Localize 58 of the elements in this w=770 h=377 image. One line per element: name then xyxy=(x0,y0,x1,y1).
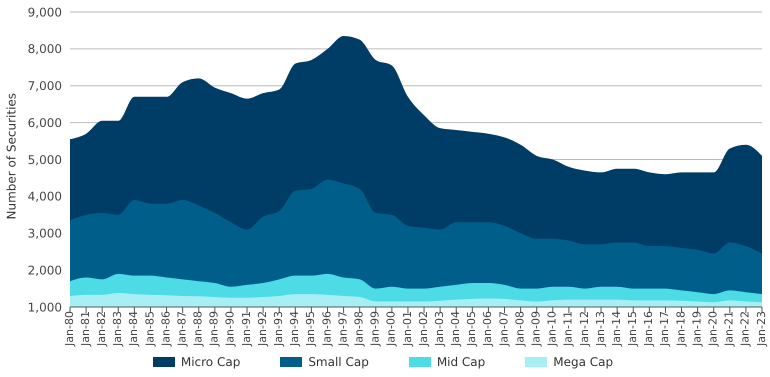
x-tick-label: Jan-21 xyxy=(722,311,736,347)
x-tick-label: Jan-85 xyxy=(143,311,156,347)
x-tick-label: Jan-97 xyxy=(336,311,350,347)
x-tick-label: Jan-00 xyxy=(384,311,398,347)
y-tick-label: 7,000 xyxy=(28,79,62,94)
x-tick-label: Jan-82 xyxy=(94,311,108,347)
x-tick-label: Jan-03 xyxy=(432,311,446,347)
x-tick-label: Jan-81 xyxy=(78,311,92,347)
legend-label: Mega Cap xyxy=(553,355,614,369)
y-tick-label: 9,000 xyxy=(28,5,62,20)
x-tick-label: Jan-20 xyxy=(706,311,720,347)
x-tick-label: Jan-89 xyxy=(208,311,221,347)
x-tick-label: Jan-92 xyxy=(256,311,269,347)
x-tick-label: Jan-15 xyxy=(626,311,640,347)
x-tick-label: Jan-17 xyxy=(658,311,672,347)
y-tick-label: 3,000 xyxy=(28,226,62,241)
x-tick-label: Jan-10 xyxy=(546,311,559,347)
x-tick-label: Jan-98 xyxy=(352,311,366,347)
y-tick-label: 5,000 xyxy=(28,152,62,167)
x-tick-label: Jan-08 xyxy=(513,311,526,347)
x-tick-label: Jan-84 xyxy=(127,311,140,347)
x-tick-label: Jan-95 xyxy=(304,311,318,347)
x-tick-label: Jan-19 xyxy=(690,311,704,347)
y-axis-title: Number of Securities xyxy=(4,92,18,220)
y-tick-label: 4,000 xyxy=(28,190,62,204)
x-tick-label: Jan-99 xyxy=(368,311,382,347)
x-tick-label: Jan-13 xyxy=(594,311,607,347)
y-tick-label: 1,000 xyxy=(28,300,62,314)
x-tick-label: Jan-12 xyxy=(578,311,591,347)
x-tick-label: Jan-91 xyxy=(240,311,253,347)
x-tick-label: Jan-11 xyxy=(562,311,575,347)
x-tick-label: Jan-96 xyxy=(320,311,334,347)
x-tick-label: Jan-23 xyxy=(754,311,768,347)
x-tick-label: Jan-93 xyxy=(272,311,286,347)
x-tick-label: Jan-09 xyxy=(530,311,543,347)
x-tick-label: Jan-94 xyxy=(288,311,302,347)
y-tick-label: 2,000 xyxy=(28,263,62,278)
x-tick-label: Jan-04 xyxy=(449,311,462,347)
x-tick-label: Jan-22 xyxy=(738,311,752,347)
x-tick-label: Jan-88 xyxy=(192,311,205,347)
y-tick-label: 6,000 xyxy=(28,116,62,130)
y-tick-label: 8,000 xyxy=(28,42,62,56)
x-tick-label: Jan-01 xyxy=(400,311,414,347)
x-tick-label: Jan-83 xyxy=(111,311,124,347)
legend-label: Micro Cap xyxy=(180,355,240,369)
x-tick-label: Jan-07 xyxy=(497,311,510,347)
x-tick-label: Jan-80 xyxy=(62,311,76,347)
x-tick-label: Jan-18 xyxy=(674,311,688,347)
x-tick-label: Jan-86 xyxy=(159,311,172,347)
x-tick-label: Jan-02 xyxy=(416,311,430,347)
legend-label: Small Cap xyxy=(308,355,369,369)
legend-label: Mid Cap xyxy=(436,355,486,369)
x-tick-label: Jan-05 xyxy=(465,311,478,347)
x-tick-label: Jan-16 xyxy=(642,311,656,347)
x-tick-label: Jan-06 xyxy=(481,311,494,347)
x-tick-label: Jan-14 xyxy=(610,311,623,347)
x-tick-label: Jan-90 xyxy=(224,311,237,347)
x-tick-label: Jan-87 xyxy=(175,311,188,347)
